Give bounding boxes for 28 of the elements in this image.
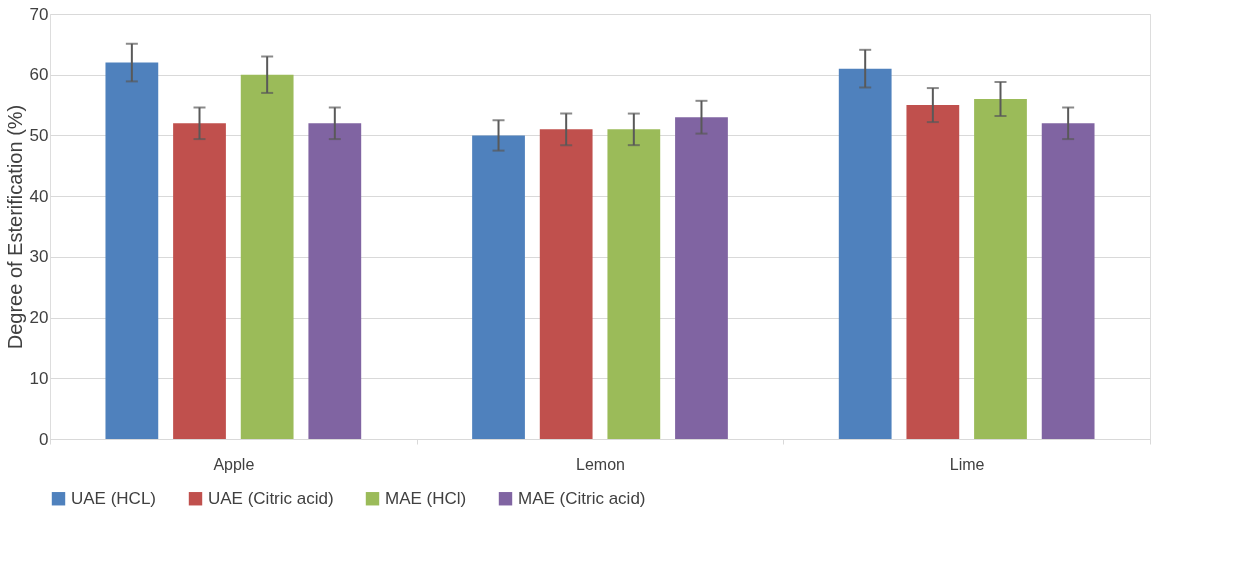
- y-tick-label: 10: [29, 368, 49, 388]
- legend-label: MAE (Citric acid): [518, 488, 646, 508]
- y-tick-label: 30: [29, 247, 49, 267]
- x-tick-label: Lime: [949, 455, 985, 473]
- bar: [173, 123, 226, 439]
- y-tick-label: 40: [29, 186, 49, 206]
- y-tick-label: 20: [29, 308, 49, 328]
- bar: [838, 68, 892, 439]
- x-tick-label: Apple: [213, 455, 255, 473]
- y-tick-label: 50: [29, 125, 49, 145]
- legend-label: UAE (HCL): [71, 488, 157, 508]
- y-tick-label: 0: [39, 429, 49, 449]
- bar: [240, 74, 294, 439]
- bar: [1041, 123, 1095, 439]
- y-axis-title: Degree of Esterification (%): [3, 104, 26, 350]
- bar: [607, 129, 661, 439]
- bar: [308, 123, 362, 439]
- bar: [906, 105, 960, 439]
- legend-label: MAE (HCl): [385, 488, 467, 508]
- bar: [675, 117, 728, 439]
- bar: [974, 99, 1027, 439]
- bar: [539, 129, 593, 439]
- bar: [472, 135, 525, 439]
- legend-label: UAE (Citric acid): [208, 488, 334, 508]
- y-tick-label: 60: [29, 65, 49, 85]
- bar: [105, 62, 159, 439]
- y-tick-label: 70: [29, 4, 49, 24]
- x-tick-label: Lemon: [576, 455, 625, 473]
